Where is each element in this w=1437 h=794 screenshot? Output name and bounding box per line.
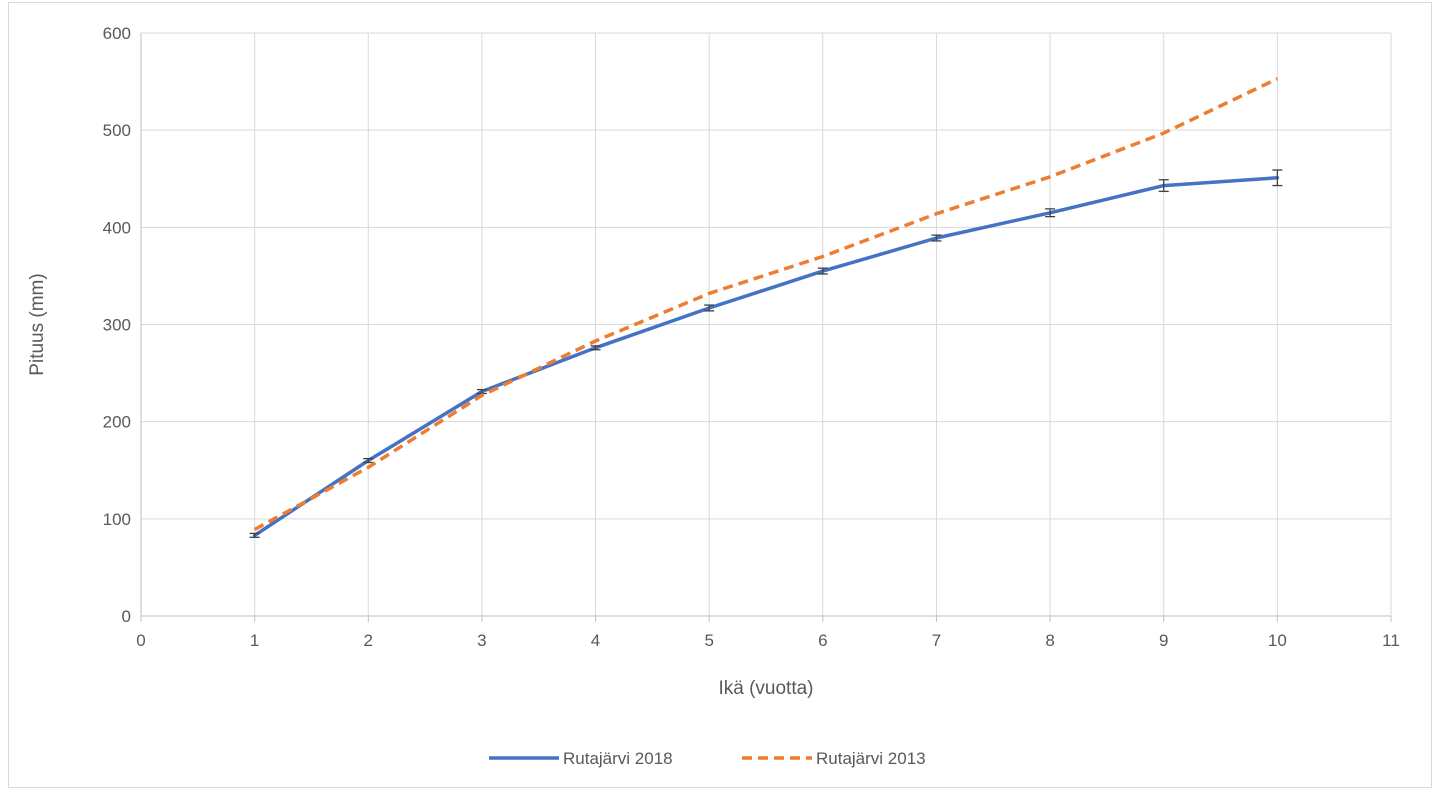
y-tick-label: 400 <box>103 218 131 237</box>
chart-frame: 0 100 200 300 400 500 600 0 1 2 3 4 5 6 7 8 9 10 11 Ikä (v… <box>8 2 1432 788</box>
y-tick-label: 600 <box>103 24 131 43</box>
y-tick-label: 100 <box>103 510 131 529</box>
legend: Rutajärvi 2018 Rutajärvi 2013 <box>489 749 926 768</box>
y-tick-label: 200 <box>103 413 131 432</box>
x-tick-label: 1 <box>250 631 259 650</box>
y-tick-label: 500 <box>103 121 131 140</box>
y-tick-label: 300 <box>103 316 131 335</box>
x-tick-label: 4 <box>591 631 600 650</box>
x-tick-label: 5 <box>704 631 713 650</box>
y-axis-title: Pituus (mm) <box>27 273 48 375</box>
series-layer <box>249 77 1283 538</box>
x-tick-label: 3 <box>477 631 486 650</box>
x-tick-label: 2 <box>364 631 373 650</box>
x-axis-title: Ikä (vuotta) <box>718 678 813 699</box>
tick-labels: 0 100 200 300 400 500 600 0 1 2 3 4 5 6 7 8 9 10 11 <box>103 24 1400 650</box>
axes <box>140 33 1392 622</box>
legend-label-1: Rutajärvi 2013 <box>816 749 926 768</box>
line-chart: 0 100 200 300 400 500 600 0 1 2 3 4 5 6 7 8 9 10 11 Ikä (v… <box>27 24 1400 768</box>
series-line-0 <box>252 176 1280 538</box>
gridlines <box>141 32 1392 616</box>
x-tick-label: 0 <box>136 631 145 650</box>
x-tick-label: 10 <box>1268 631 1287 650</box>
series-line-1 <box>253 77 1279 532</box>
x-tick-label: 6 <box>818 631 827 650</box>
x-tick-label: 9 <box>1159 631 1168 650</box>
x-tick-label: 7 <box>932 631 941 650</box>
y-tick-label: 0 <box>122 607 131 626</box>
x-tick-label: 11 <box>1382 631 1400 650</box>
legend-label-0: Rutajärvi 2018 <box>563 749 673 768</box>
x-tick-label: 8 <box>1045 631 1054 650</box>
